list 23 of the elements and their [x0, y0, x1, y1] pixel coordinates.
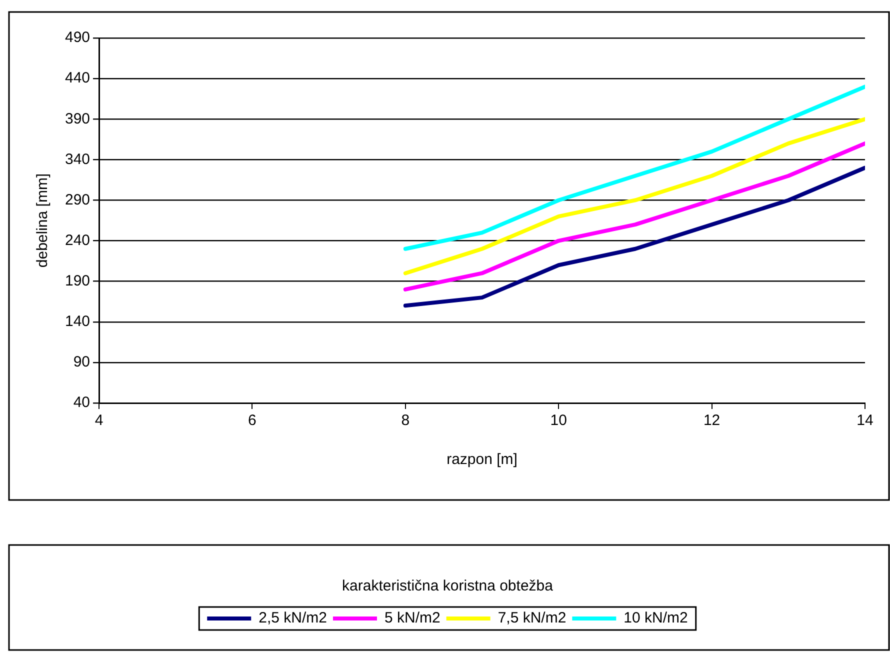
legend-label: 2,5 kN/m2 — [258, 610, 327, 627]
y-tick-label: 290 — [64, 191, 90, 208]
x-tick-label: 10 — [550, 412, 567, 430]
y-tick-label: 40 — [73, 394, 90, 412]
y-tick-label: 490 — [64, 29, 90, 46]
y-tick-label: 440 — [64, 70, 90, 87]
legend-label: 7,5 kN/m2 — [498, 610, 566, 627]
y-tick-label: 390 — [64, 110, 90, 128]
x-tick-label: 4 — [94, 412, 104, 430]
x-axis-title: razpon [m] — [446, 451, 518, 468]
y-tick-label: 240 — [64, 232, 90, 249]
x-tick-label: 6 — [248, 412, 256, 430]
y-tick-label: 190 — [64, 272, 90, 290]
legend-title: karakteristična koristna obtežba — [342, 578, 554, 595]
y-tick-label: 340 — [64, 150, 90, 168]
x-tick-label: 14 — [856, 412, 874, 430]
y-tick-label: 140 — [64, 313, 90, 330]
x-tick-label: 12 — [703, 412, 720, 430]
x-tick-label: 8 — [401, 412, 410, 430]
y-axis-title: debelina [mm] — [34, 173, 52, 268]
legend-label: 10 kN/m2 — [624, 610, 688, 627]
legend-label: 5 kN/m2 — [384, 610, 440, 627]
y-tick-label: 90 — [73, 354, 90, 371]
